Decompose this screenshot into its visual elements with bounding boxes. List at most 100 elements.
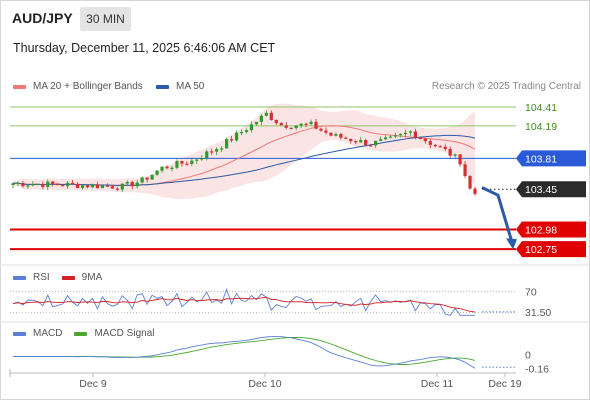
rsi-swatch: [13, 275, 26, 280]
forecast-arrowhead: [506, 238, 517, 250]
candle-body: [448, 149, 452, 156]
candle-body: [443, 146, 447, 150]
rsi-9ma-swatch: [61, 275, 75, 280]
candle-body: [145, 177, 149, 180]
candle-body: [31, 184, 35, 186]
candle-body: [56, 183, 60, 186]
candle-body: [195, 159, 199, 161]
candle-body: [110, 186, 114, 189]
rsi-current-value: 31.50: [525, 307, 551, 319]
candle-body: [80, 185, 85, 188]
candle-body: [413, 131, 417, 138]
candle-body: [269, 112, 273, 121]
candle-body: [274, 120, 278, 124]
candle-body: [309, 121, 313, 124]
legend-ma20-swatch: [13, 84, 26, 89]
time-tick-label: Dec 10: [248, 378, 281, 390]
candle-body: [458, 154, 462, 165]
bollinger-band: [13, 103, 475, 200]
candle-body: [324, 130, 328, 133]
candle-body: [46, 181, 50, 187]
candle-body: [408, 131, 413, 133]
price-tag-label-3: 103.45: [525, 184, 557, 196]
candle-body: [239, 132, 244, 134]
candle-body: [140, 177, 144, 183]
macd-pane: 0-0.16: [13, 336, 549, 375]
candle-body: [423, 138, 427, 142]
candle-body: [155, 170, 159, 175]
symbol-title: AUD/JPY: [12, 10, 73, 26]
macd-zero-label: 0: [525, 350, 531, 362]
candle-body: [120, 183, 124, 190]
candle-body: [105, 185, 109, 187]
candle-body: [234, 132, 239, 141]
candle-body: [403, 132, 408, 134]
legend-ma50-label: MA 50: [176, 81, 205, 92]
macd-signal-legend-label: MACD Signal: [94, 328, 155, 339]
candle-body: [130, 181, 134, 187]
candle-body: [463, 164, 467, 177]
macd-signal-line: [13, 337, 476, 365]
time-tick-label: Dec 19: [488, 378, 521, 390]
candle-body: [379, 139, 383, 141]
candle-body: [75, 183, 80, 188]
candle-body: [190, 160, 194, 164]
candle-body: [160, 166, 164, 171]
timestamp: Thursday, December 11, 2025 6:46:06 AM C…: [13, 41, 276, 55]
interval-selector[interactable]: 30 MIN: [80, 7, 131, 31]
candle-body: [359, 140, 363, 143]
candle-body: [254, 121, 259, 125]
level-label-0: 104.41: [525, 102, 557, 114]
rsi-legend: RSI 9MA: [13, 272, 102, 283]
macd-line: [13, 336, 476, 369]
candle-body: [388, 136, 393, 138]
candle-body: [374, 140, 378, 146]
candle-body: [205, 151, 209, 159]
candle-body: [175, 161, 179, 168]
candle-body: [299, 123, 303, 126]
candle-body: [125, 181, 129, 184]
time-tick-label: Dec 11: [421, 378, 454, 390]
candle-body: [364, 140, 368, 146]
candle-body: [165, 166, 169, 169]
legend-ma50-swatch: [156, 84, 169, 89]
candle-body: [398, 133, 403, 136]
legend-ma20-label: MA 20 + Bollinger Bands: [33, 81, 143, 92]
candle-body: [95, 184, 100, 189]
rsi-9ma-legend-label: 9MA: [81, 272, 103, 283]
candle-body: [249, 124, 254, 131]
price-pane: 104.41 104.19 103.81 103.45 102.98 102.75: [0, 102, 590, 323]
rsi-pane: 70 31.50: [10, 286, 551, 319]
candle-body: [354, 141, 358, 143]
candle-body: [170, 167, 174, 169]
price-tag-4: [516, 221, 586, 238]
candle-body: [438, 146, 442, 148]
macd-current-value: -0.16: [525, 363, 549, 375]
candle-body: [339, 134, 343, 138]
candle-body: [393, 135, 398, 137]
candle-body: [294, 125, 298, 129]
candle-body: [284, 125, 288, 128]
macd-legend: MACD MACD Signal: [13, 328, 154, 339]
candle-body: [66, 182, 70, 187]
legend-ma20: MA 20 + Bollinger Bands: [13, 81, 143, 92]
candle-body: [334, 134, 338, 136]
candle-body: [433, 144, 437, 147]
ma50-line: [12, 134, 476, 186]
candle-body: [180, 161, 184, 164]
candle-body: [428, 141, 432, 145]
candle-body: [259, 115, 263, 122]
candle-body: [369, 145, 373, 147]
candle-body: [115, 188, 119, 190]
forecast-arrow: [481, 186, 514, 243]
candle-body: [279, 123, 283, 126]
price-tag-5: [516, 241, 586, 258]
candle-body: [314, 121, 318, 129]
candle-body: [85, 185, 90, 188]
price-tag-3: [516, 181, 586, 198]
candle-body: [344, 137, 348, 139]
candle-body: [418, 137, 422, 140]
candle-body: [11, 183, 15, 185]
candle-body: [453, 154, 457, 156]
macd-legend-label: MACD: [33, 328, 63, 339]
